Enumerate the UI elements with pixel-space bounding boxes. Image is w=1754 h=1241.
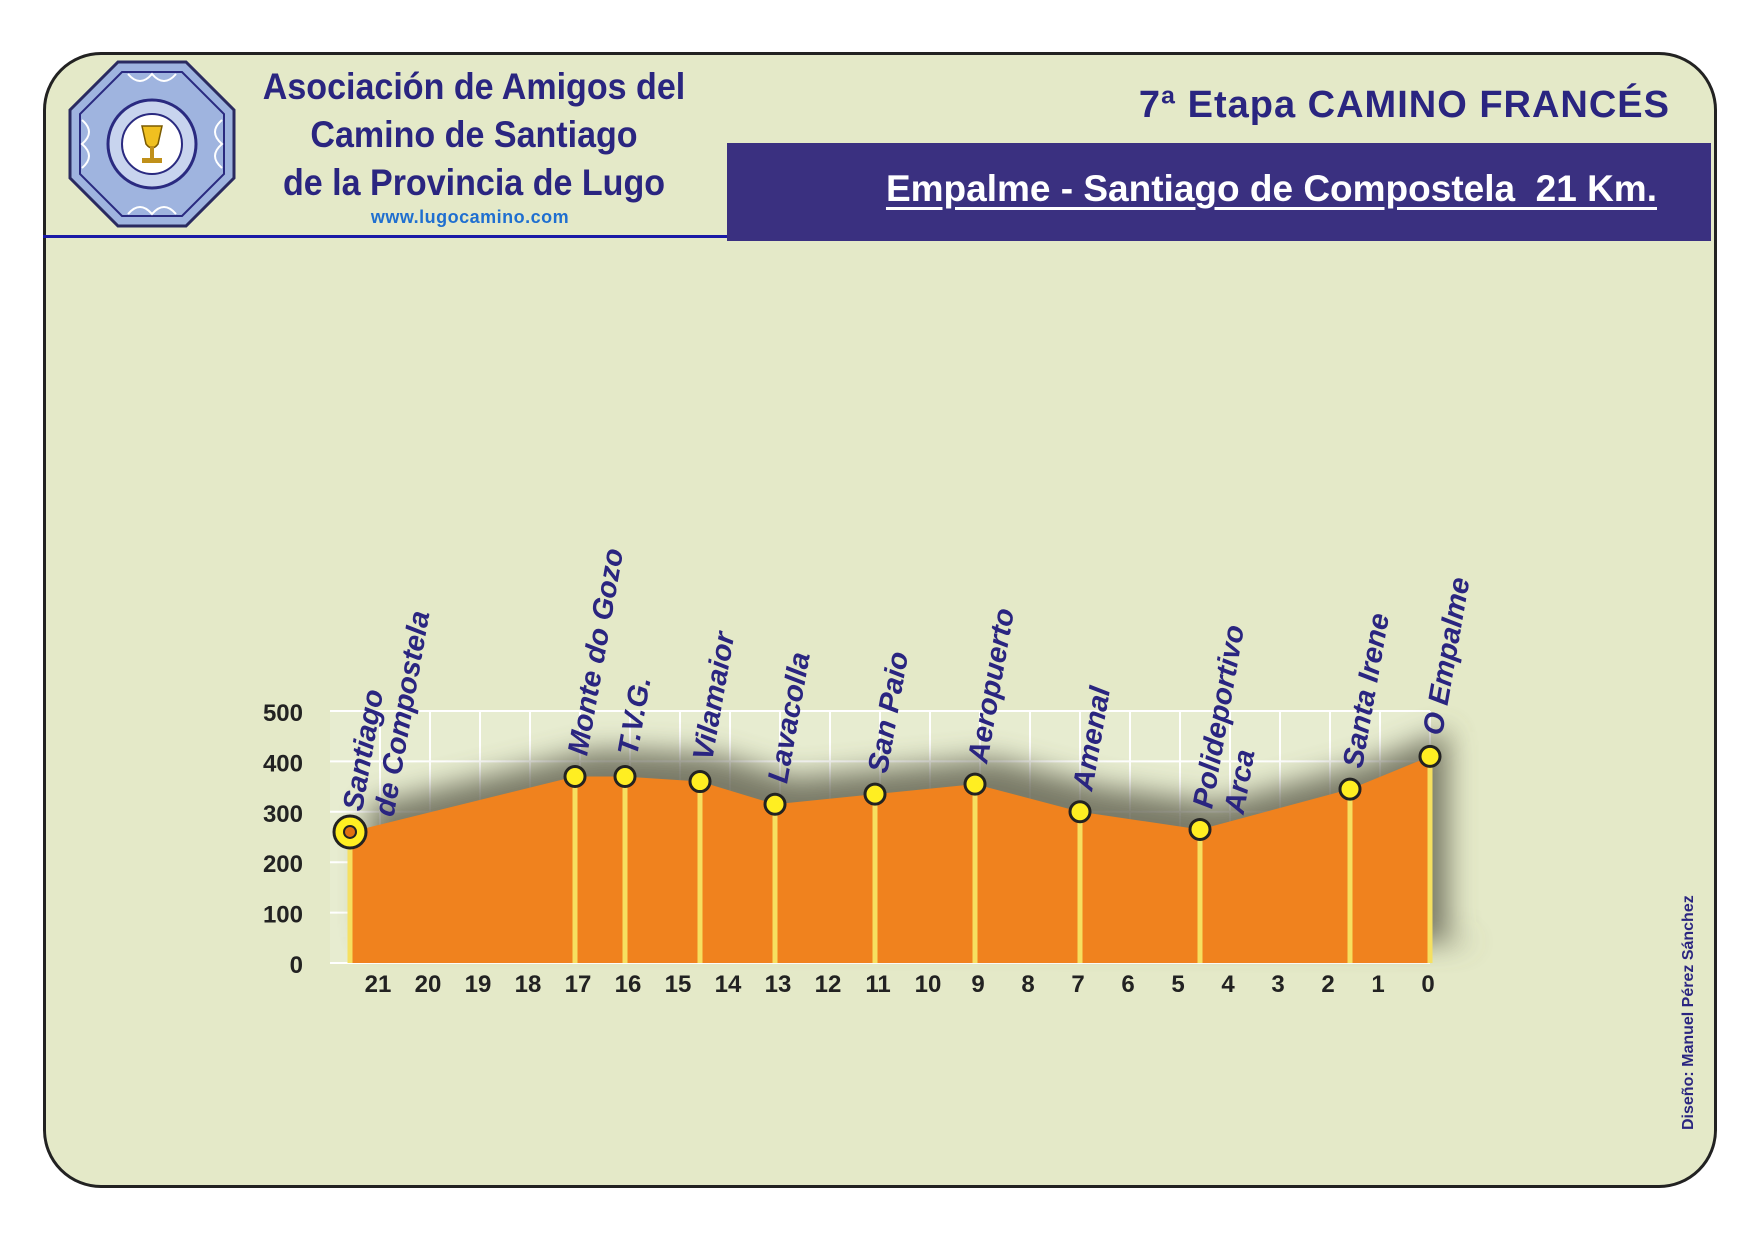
- waypoint-name: O Empalme: [1417, 575, 1476, 738]
- waypoint-marker: [563, 765, 587, 789]
- website-link[interactable]: www.lugocamino.com: [370, 207, 570, 227]
- y-tick-label: 500: [263, 700, 303, 727]
- x-tick-label: 14: [715, 971, 742, 998]
- y-tick-label: 100: [263, 902, 303, 929]
- x-tick-label: 0: [1421, 971, 1434, 998]
- x-tick-label: 18: [515, 971, 542, 998]
- route-banner: [727, 143, 1711, 241]
- elevation-area-fill: [350, 756, 1430, 963]
- y-tick-label: 0: [290, 952, 303, 979]
- org-name-line-3: de la Provincia de Lugo: [282, 162, 666, 203]
- x-tick-label: 10: [915, 971, 942, 998]
- org-name-line-2: Camino de Santiago: [310, 114, 638, 155]
- x-tick-label: 8: [1021, 971, 1034, 998]
- x-tick-label: 17: [565, 971, 592, 998]
- y-tick-label: 400: [263, 750, 303, 777]
- x-tick-label: 20: [415, 971, 442, 998]
- x-tick-label: 3: [1271, 971, 1284, 998]
- waypoint-marker: [763, 792, 787, 816]
- x-tick-label: 19: [465, 971, 492, 998]
- association-logo: [68, 60, 236, 228]
- x-tick-label: 12: [815, 971, 842, 998]
- profile-card: [43, 52, 1717, 1188]
- waypoint-marker: [688, 770, 712, 794]
- x-tick-label: 13: [765, 971, 792, 998]
- elevation-area: [350, 756, 1430, 963]
- waypoint-marker: [1418, 744, 1442, 768]
- route-title: Empalme - Santiago de Compostela 21 Km.: [885, 168, 1657, 209]
- waypoint-marker: [613, 765, 637, 789]
- waypoint-marker: [963, 772, 987, 796]
- waypoint-marker: [863, 782, 887, 806]
- org-name-line-1: Asociación de Amigos del: [262, 66, 686, 107]
- start-marker-center: [343, 824, 357, 839]
- x-tick-label: 21: [365, 971, 392, 998]
- x-tick-label: 2: [1321, 971, 1334, 998]
- header-divider: [43, 235, 978, 238]
- x-tick-label: 4: [1221, 971, 1235, 998]
- x-tick-label: 6: [1121, 971, 1134, 998]
- stage-title: 7ª Etapa CAMINO FRANCÉS: [1138, 84, 1670, 126]
- x-tick-label: 7: [1071, 971, 1084, 998]
- x-tick-label: 1: [1371, 971, 1384, 998]
- x-tick-label: 9: [971, 971, 984, 998]
- waypoint-marker: [1188, 817, 1212, 841]
- y-tick-label: 200: [263, 851, 303, 878]
- waypoint-marker: [1338, 777, 1362, 801]
- x-tick-label: 15: [665, 971, 692, 998]
- waypoint-marker: [1068, 800, 1092, 824]
- y-tick-label: 300: [263, 801, 303, 828]
- x-tick-label: 5: [1171, 971, 1184, 998]
- waypoint-label: O Empalme: [1417, 575, 1476, 738]
- x-tick-label: 11: [865, 971, 890, 998]
- x-tick-label: 16: [615, 971, 642, 998]
